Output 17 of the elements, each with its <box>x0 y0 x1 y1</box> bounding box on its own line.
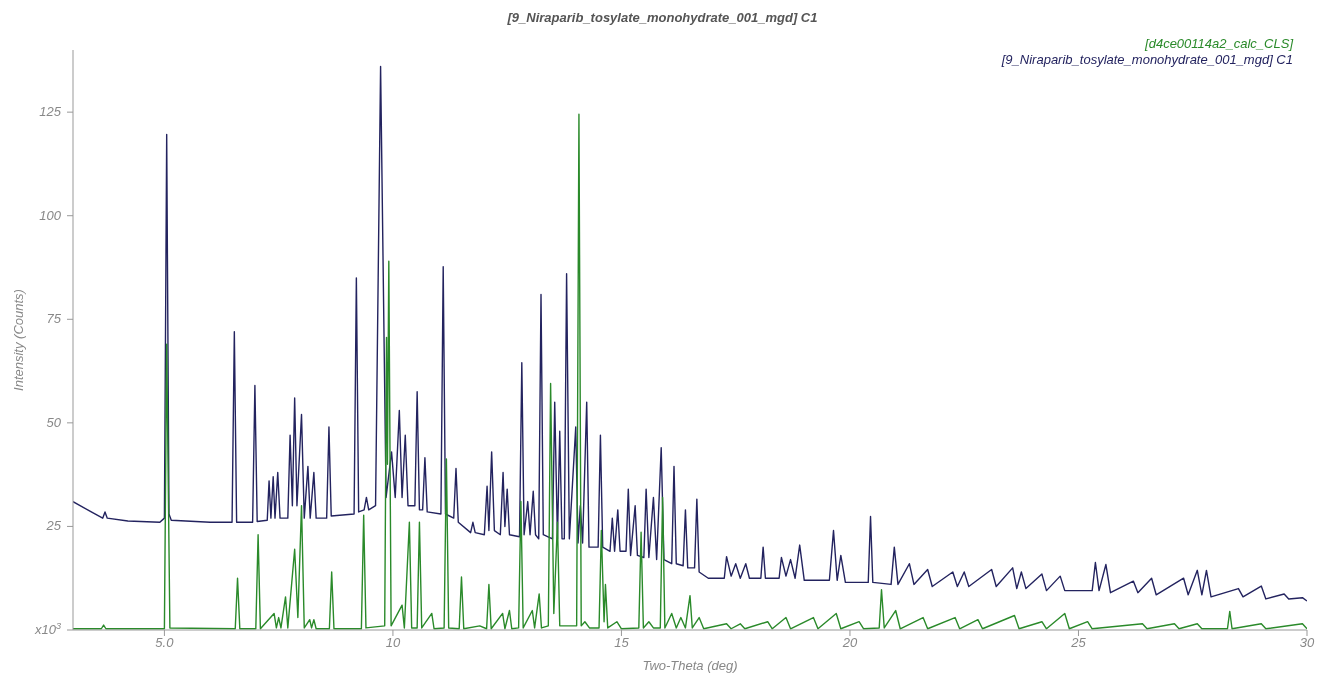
x-tick-label: 15 <box>614 635 630 651</box>
y-tick-label: 100 <box>39 207 62 223</box>
x-tick-label: 5.0 <box>155 635 175 651</box>
text: [d4ce00114a2_calc_CLS] <box>1144 36 1293 52</box>
x-axis-title: Two-Theta (deg) <box>642 658 738 673</box>
y-tick-label: 50 <box>46 414 62 430</box>
x-tick-label: 10 <box>385 635 401 651</box>
y-tick-label: 75 <box>46 311 62 327</box>
y-tick-label: 25 <box>45 518 62 534</box>
y-tick-label: 125 <box>39 104 62 120</box>
chart-title: [9_Niraparib_tosylate_monohydrate_001_mgd] C1 <box>506 10 819 25</box>
text: [9_Niraparib_tosylate_monohydrate_001_mgd] C1 <box>1001 52 1293 68</box>
x-tick-label: 25 <box>1070 635 1087 651</box>
x-tick-label: 20 <box>841 635 858 651</box>
y-tick-label: x10$^{3}$ <box>33 621 61 637</box>
y-axis-title: Intensity (Counts) <box>10 289 26 391</box>
x-tick-label: 30 <box>1299 635 1315 651</box>
